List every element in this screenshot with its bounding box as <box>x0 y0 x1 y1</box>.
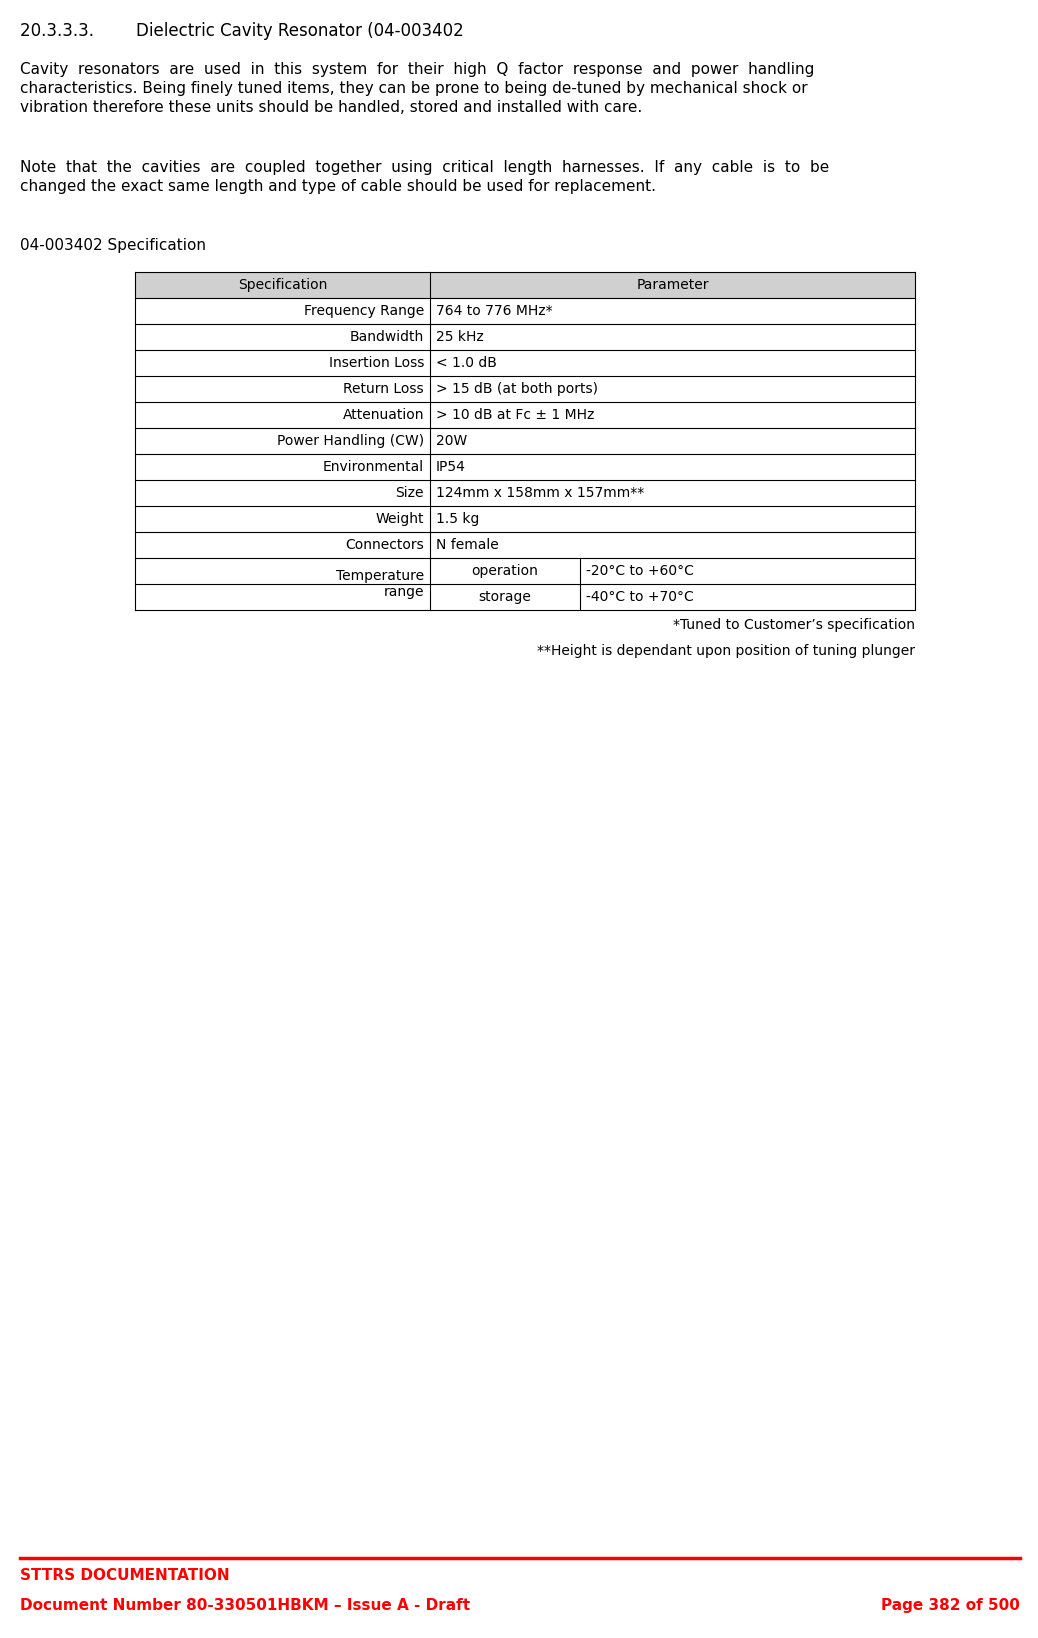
Text: 124mm x 158mm x 157mm**: 124mm x 158mm x 157mm** <box>436 486 645 500</box>
Text: STTRS DOCUMENTATION: STTRS DOCUMENTATION <box>20 1568 229 1582</box>
Text: *Tuned to Customer’s specification: *Tuned to Customer’s specification <box>673 618 916 632</box>
Text: -40°C to +70°C: -40°C to +70°C <box>586 590 693 604</box>
Text: N female: N female <box>436 537 498 552</box>
Text: Size: Size <box>395 486 424 500</box>
Text: Return Loss: Return Loss <box>344 382 424 396</box>
Text: 20.3.3.3.        Dielectric Cavity Resonator (04-003402: 20.3.3.3. Dielectric Cavity Resonator (0… <box>20 21 464 39</box>
Text: Page 382 of 500: Page 382 of 500 <box>881 1599 1020 1613</box>
Text: **Height is dependant upon position of tuning plunger: **Height is dependant upon position of t… <box>537 644 916 658</box>
Text: > 10 dB at Fc ± 1 MHz: > 10 dB at Fc ± 1 MHz <box>436 408 595 423</box>
Text: < 1.0 dB: < 1.0 dB <box>436 355 497 370</box>
Bar <box>135 272 916 298</box>
Text: Bandwidth: Bandwidth <box>350 329 424 344</box>
Text: 25 kHz: 25 kHz <box>436 329 484 344</box>
Text: Parameter: Parameter <box>636 278 709 292</box>
Text: 1.5 kg: 1.5 kg <box>436 513 480 526</box>
Text: storage: storage <box>479 590 531 604</box>
Text: operation: operation <box>471 563 539 578</box>
Text: Specification: Specification <box>238 278 327 292</box>
Text: Temperature
range: Temperature range <box>336 568 424 600</box>
Text: 20W: 20W <box>436 434 467 449</box>
Text: Cavity  resonators  are  used  in  this  system  for  their  high  Q  factor  re: Cavity resonators are used in this syste… <box>20 62 815 115</box>
Text: IP54: IP54 <box>436 460 466 473</box>
Text: Document Number 80-330501HBKM – Issue A - Draft: Document Number 80-330501HBKM – Issue A … <box>20 1599 470 1613</box>
Text: Frequency Range: Frequency Range <box>304 305 424 318</box>
Text: Note  that  the  cavities  are  coupled  together  using  critical  length  harn: Note that the cavities are coupled toget… <box>20 161 829 195</box>
Text: Weight: Weight <box>376 513 424 526</box>
Text: Power Handling (CW): Power Handling (CW) <box>277 434 424 449</box>
Text: 764 to 776 MHz*: 764 to 776 MHz* <box>436 305 552 318</box>
Text: 04-003402 Specification: 04-003402 Specification <box>20 238 206 252</box>
Text: Environmental: Environmental <box>323 460 424 473</box>
Text: Connectors: Connectors <box>346 537 424 552</box>
Text: Insertion Loss: Insertion Loss <box>329 355 424 370</box>
Text: -20°C to +60°C: -20°C to +60°C <box>586 563 693 578</box>
Text: > 15 dB (at both ports): > 15 dB (at both ports) <box>436 382 598 396</box>
Text: Attenuation: Attenuation <box>343 408 424 423</box>
